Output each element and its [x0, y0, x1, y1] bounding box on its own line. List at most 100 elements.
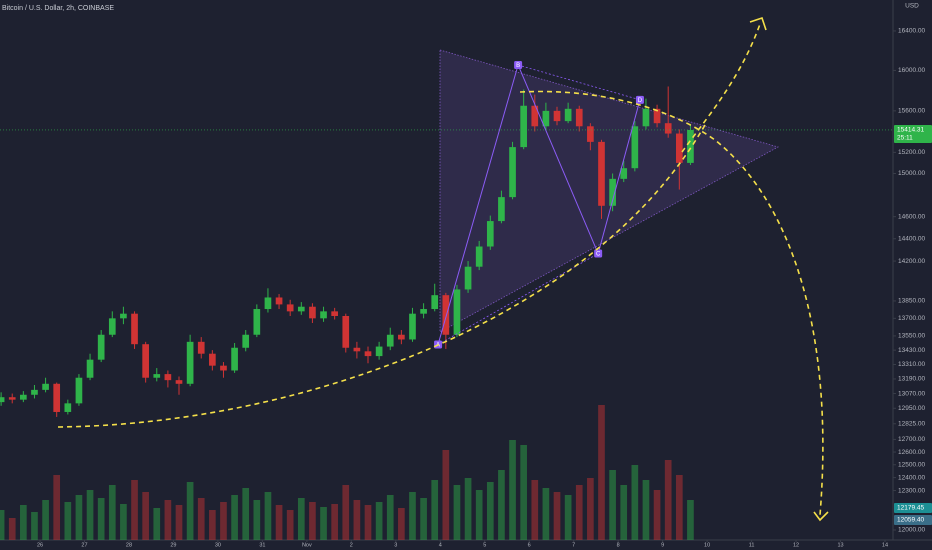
volume-bar [442, 450, 450, 540]
volume-bar [553, 492, 561, 540]
currency: USD [905, 3, 919, 10]
candle-body [320, 311, 327, 319]
pattern-point [594, 249, 603, 258]
candle-body [186, 341, 194, 384]
pattern-line [437, 63, 641, 345]
x-tick-label: 28 [126, 542, 132, 548]
x-tick-label: 27 [81, 542, 87, 548]
volume-bar [409, 492, 416, 540]
y-tick-label: 13550.00 [898, 333, 925, 340]
volume-bar [97, 498, 105, 540]
candle-body [520, 105, 527, 148]
volume-bar [564, 495, 572, 540]
x-tick-label: 4 [439, 542, 442, 548]
x-tick-label: 29 [170, 542, 176, 548]
volume-bar [53, 475, 61, 540]
volume-bar [364, 505, 372, 540]
y-tick-label: 16400.00 [898, 28, 925, 35]
volume-bar [620, 485, 628, 540]
y-tick-label: 12500.00 [898, 461, 925, 468]
candle-body [598, 141, 605, 206]
axes-layer: 16400.00 16000.00 15600.00 15200.00 15000.00… [0, 28, 932, 548]
candle-body [398, 334, 405, 340]
candle-body [675, 133, 683, 163]
candle-body [108, 318, 116, 335]
price-axis [893, 0, 932, 550]
x-tick-label: 26 [37, 542, 43, 548]
volume-bar [64, 502, 72, 540]
volume-bar [197, 498, 205, 540]
volume-bar [598, 405, 605, 540]
volume-bar [542, 488, 550, 540]
volume-bar [209, 510, 216, 540]
volume-bar [431, 480, 439, 540]
candle-body [342, 316, 350, 348]
drop-projection [519, 90, 824, 516]
candle-body [142, 344, 149, 378]
candle-body [120, 313, 127, 319]
candle-body [164, 374, 172, 381]
x-tick-label: 2 [350, 542, 353, 548]
candle-body [197, 341, 205, 354]
volume-bar [664, 460, 672, 540]
candle-body [309, 306, 316, 319]
candle-body [286, 304, 294, 312]
candle-body [20, 394, 27, 400]
y-tick-label: 14400.00 [898, 235, 925, 242]
x-tick-label: 11 [749, 542, 755, 548]
candle-body [97, 334, 105, 360]
pattern-diagonal [437, 253, 599, 345]
candle-body [542, 110, 550, 127]
x-tick-label: 7 [572, 542, 575, 548]
volume-bar [164, 500, 172, 540]
candle-body [464, 266, 472, 290]
chart-title: Bitcoin / U.S. Dollar, 2h, COINBASE [2, 5, 114, 12]
arrow-head [813, 511, 829, 522]
candle-body [687, 129, 694, 163]
candle-body [231, 347, 238, 371]
volume-bar [253, 500, 261, 540]
volume-bar [642, 480, 650, 540]
candle-body [209, 353, 216, 366]
candle-body [364, 351, 372, 357]
candle-body [264, 297, 272, 310]
volume-bar [653, 490, 661, 540]
candle-body [64, 403, 72, 412]
volume-bar [375, 502, 383, 540]
volume-layer [0, 405, 694, 540]
x-tick-label: 14 [882, 542, 888, 548]
y-tick-label: 13070.00 [898, 390, 925, 397]
volume-bar [320, 507, 327, 540]
y-tick-label: 15200.00 [898, 149, 925, 156]
candle-body [153, 374, 161, 378]
candle-body [75, 377, 83, 404]
volume-bar [520, 445, 527, 540]
candle-body [131, 313, 138, 345]
candle-body [375, 346, 383, 357]
volume-bar [220, 502, 227, 540]
candle-body [409, 313, 416, 340]
candle-body [31, 389, 38, 395]
candle-body [297, 306, 305, 312]
y-tick-label: 14200.00 [898, 258, 925, 265]
y-tick-label: 16000.00 [898, 67, 925, 74]
volume-bar [398, 508, 405, 540]
rise-projection [681, 23, 761, 153]
volume-bar [464, 478, 472, 540]
x-tick-label: 8 [617, 542, 620, 548]
y-tick-label: 12600.00 [898, 449, 925, 456]
y-tick-label: 13700.00 [898, 315, 925, 322]
candle-body [475, 246, 483, 267]
y-tick-label: 12700.00 [898, 436, 925, 443]
candle-body [664, 123, 672, 134]
pattern-point-label: D [638, 98, 643, 104]
volume-bar [486, 482, 494, 540]
x-tick-label: 9 [661, 542, 664, 548]
volume-bar [75, 495, 83, 540]
candle-body [620, 168, 628, 179]
volume-bar [631, 465, 639, 540]
volume-badge [894, 503, 932, 513]
x-tick-label: 3 [394, 542, 397, 548]
pattern-point-label: C [596, 252, 601, 258]
